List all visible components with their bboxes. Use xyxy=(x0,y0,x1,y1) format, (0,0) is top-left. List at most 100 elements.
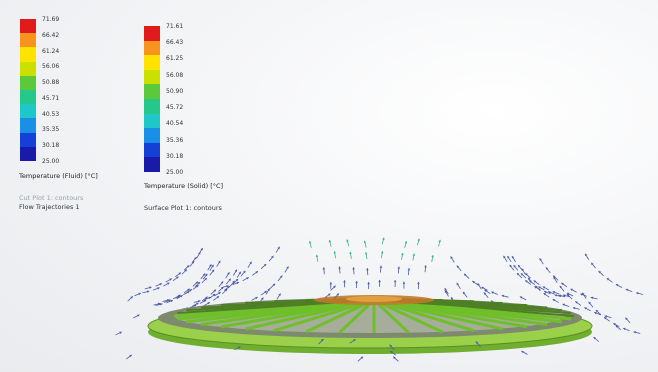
flow-arrow-head xyxy=(236,281,239,285)
flow-arrow-head xyxy=(544,290,547,294)
solid-legend-title: Temperature (Solid) [°C] xyxy=(144,182,224,190)
flow-arrow-head xyxy=(604,317,607,320)
flow-arrow-head xyxy=(218,260,221,264)
flow-arrow-head xyxy=(227,286,230,289)
flow-arrow-head xyxy=(591,262,594,266)
flow-arrow-head xyxy=(349,251,352,255)
solid-plot-label-surface-plot[interactable]: Surface Plot 1: contours xyxy=(144,204,222,212)
flow-arrow-head xyxy=(170,299,173,303)
flow-arrow-head xyxy=(424,265,427,268)
flow-arrow-head xyxy=(315,254,319,258)
fluid-plot-label-cut-plot[interactable]: Cut Plot 1: contours xyxy=(19,194,84,202)
flow-arrow-head xyxy=(228,278,231,282)
flow-arrow-head xyxy=(184,269,187,272)
fluid-tick-label: 40.53 xyxy=(42,110,60,118)
solid-tick-label: 35.36 xyxy=(166,136,184,144)
flow-arrow-head xyxy=(286,266,289,269)
flow-arrow-head xyxy=(363,240,367,244)
flow-arrow-head xyxy=(196,302,199,306)
flow-arrow-head xyxy=(189,289,192,292)
flow-arrow-head xyxy=(380,251,384,254)
flow-arrow-head xyxy=(202,273,206,276)
flow-arrow-head xyxy=(353,339,356,342)
fluid-color-segment xyxy=(20,132,36,147)
flow-arrow-head xyxy=(456,282,459,286)
fluid-color-segment xyxy=(20,89,36,105)
flow-arrow-head xyxy=(204,278,207,281)
flow-arrow-head xyxy=(558,294,561,297)
flow-arrow-head xyxy=(329,282,333,285)
flow-arrow-head xyxy=(584,307,587,310)
flow-arrow-head xyxy=(431,255,434,258)
fluid-color-segment xyxy=(20,19,36,34)
solid-tick-label: 30.18 xyxy=(166,152,184,160)
flow-arrow-head xyxy=(472,280,475,284)
flow-arrow-head xyxy=(533,280,537,283)
flow-arrow-head xyxy=(590,296,594,300)
flow-arrow-head xyxy=(382,237,385,240)
flow-arrow-head xyxy=(484,289,488,293)
flow-arrow-head xyxy=(543,293,547,296)
flow-arrow-head xyxy=(595,309,599,313)
fluid-color-segment xyxy=(20,47,36,62)
flow-arrow-head xyxy=(343,280,346,283)
flow-arrow-head xyxy=(567,294,570,297)
flow-arrow-head xyxy=(211,264,214,268)
flow-arrow-head xyxy=(553,276,556,280)
flow-arrow-head xyxy=(213,289,216,292)
fin xyxy=(304,298,375,334)
flow-arrow-head xyxy=(327,293,331,296)
solid-color-segment xyxy=(144,113,160,129)
flow-arrow-head xyxy=(272,283,276,287)
flow-arrow-head xyxy=(606,278,610,281)
fluid-color-segment xyxy=(20,75,36,90)
flow-arrow-head xyxy=(333,285,336,289)
flow-arrow-head xyxy=(402,281,406,284)
flow-arrow-head xyxy=(389,344,392,348)
flow-arrow-head xyxy=(450,297,454,300)
flow-arrow-head xyxy=(593,337,596,340)
solid-tick-label: 40.54 xyxy=(166,120,184,128)
flow-arrow-head xyxy=(501,294,505,298)
flow-arrow-head xyxy=(187,288,190,292)
flow-arrow-head xyxy=(538,286,541,289)
solid-tick-label: 45.72 xyxy=(166,104,184,112)
heat-sink-disk[interactable] xyxy=(147,295,593,354)
flow-arrow-head xyxy=(205,296,208,300)
flow-arrow-head xyxy=(393,280,397,283)
flow-arrow-head xyxy=(572,306,576,310)
solid-color-segment xyxy=(144,157,160,172)
flow-arrow-head xyxy=(157,302,161,306)
flow-arrow-head xyxy=(404,241,408,244)
flow-arrow-head xyxy=(364,252,368,255)
flow-arrow-head xyxy=(518,265,521,268)
flow-arrow-head xyxy=(545,267,549,270)
flow-arrow-head xyxy=(481,286,484,290)
flow-arrow-head xyxy=(160,303,163,306)
fluid-legend-title: Temperature (Fluid) [°C] xyxy=(19,172,98,180)
fluid-color-segment xyxy=(20,33,36,48)
flow-arrow-head xyxy=(352,267,355,270)
flow-arrow-head xyxy=(195,281,198,284)
flow-arrow-head xyxy=(552,299,556,302)
flow-arrow-head xyxy=(513,265,516,268)
flow-arrow-head xyxy=(209,264,212,267)
flow-arrow-head xyxy=(346,239,349,242)
flow-arrow-head xyxy=(529,280,532,283)
fluid-color-scale-bar xyxy=(20,19,36,161)
flow-arrow-head xyxy=(328,239,332,243)
flow-arrow-head xyxy=(235,278,239,282)
fluid-tick-label: 35.35 xyxy=(42,126,60,134)
flow-arrow-head xyxy=(588,301,591,305)
flow-arrow-head xyxy=(521,268,525,272)
flow-arrow-head xyxy=(200,248,203,251)
fluid-plot-label-flow-trajectories[interactable]: Flow Trajectories 1 xyxy=(19,203,80,211)
flow-arrow-head xyxy=(378,279,381,283)
flow-arrow-head xyxy=(477,283,480,286)
fin xyxy=(373,298,475,333)
solid-color-segment xyxy=(144,40,160,56)
flow-arrow-head xyxy=(194,257,197,260)
solid-color-segment xyxy=(144,55,160,70)
